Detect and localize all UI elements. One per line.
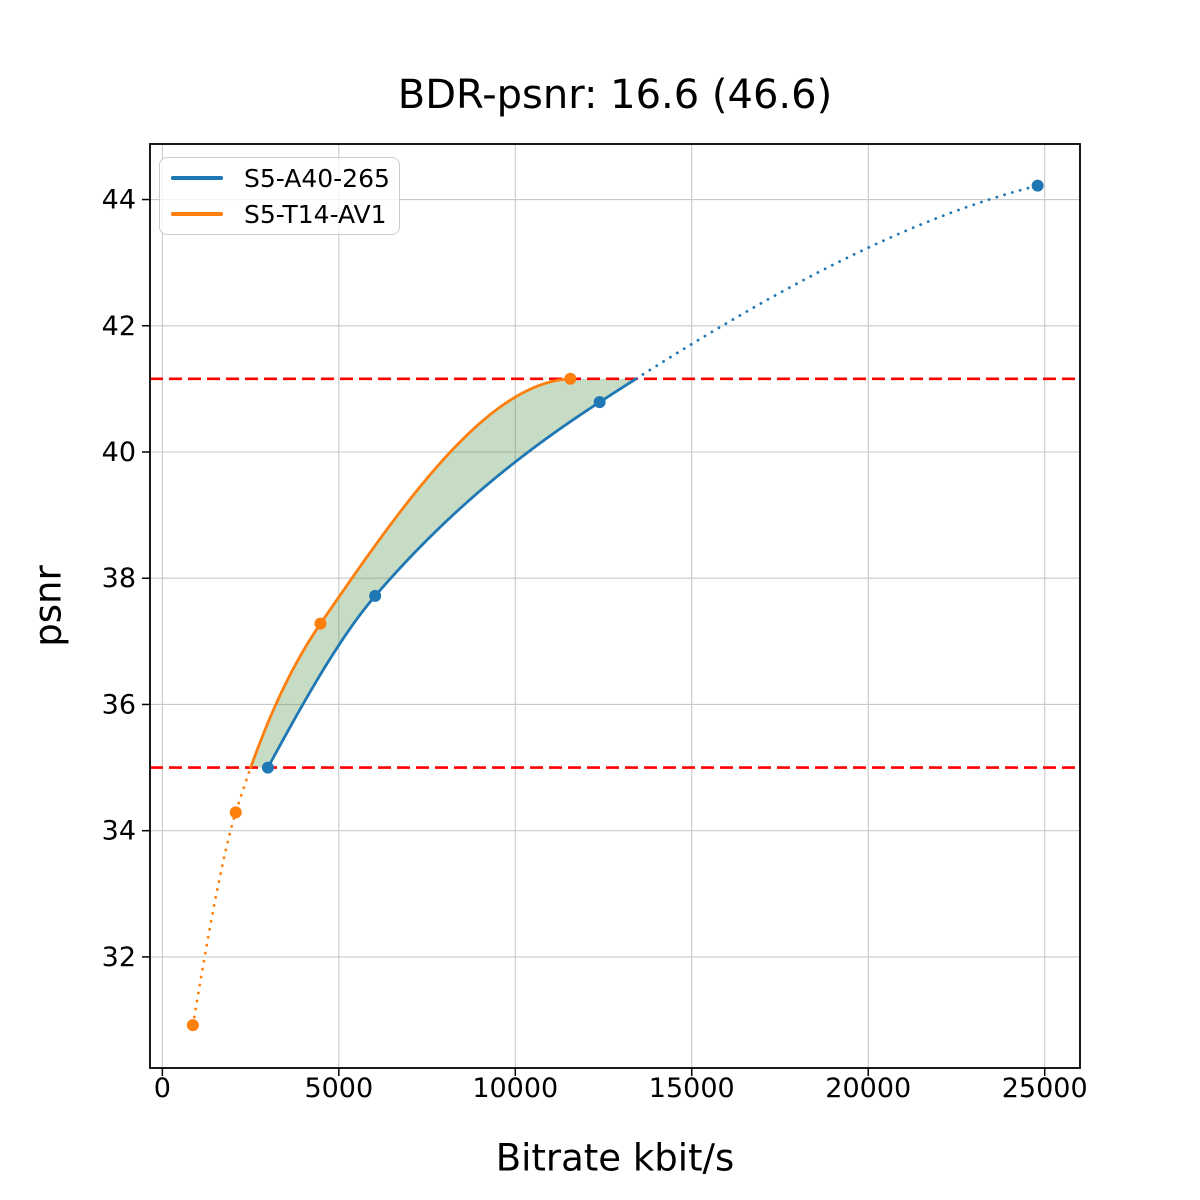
legend-label: S5-A40-265 xyxy=(244,163,390,193)
data-point-marker xyxy=(314,617,327,630)
legend-line-sample xyxy=(171,212,223,216)
plot-border xyxy=(149,143,1081,1069)
legend-label: S5-T14-AV1 xyxy=(244,199,387,229)
bd-overlap-shaded-region xyxy=(250,378,637,768)
legend-line-sample xyxy=(171,176,223,180)
y-tick-label: 36 xyxy=(102,689,136,720)
x-tick-label: 0 xyxy=(154,1073,171,1104)
series-0-curve-solid xyxy=(266,378,637,769)
x-tick-label: 25000 xyxy=(1002,1073,1088,1104)
series-1-curve-dotted xyxy=(191,767,252,1027)
series-1-curve-solid xyxy=(249,377,572,769)
x-tick-label: 10000 xyxy=(472,1073,558,1104)
y-tick-label: 32 xyxy=(102,942,136,973)
data-point-marker xyxy=(1031,179,1044,192)
x-tick-label: 5000 xyxy=(304,1073,373,1104)
y-tick-label: 38 xyxy=(102,563,136,594)
legend-entry: S5-T14-AV1 xyxy=(160,196,399,232)
axis-ticks: 0 5000 10000 15000 20000 25000 32 34 36 38 40 42 44 xyxy=(102,185,1088,1104)
legend-entry: S5-A40-265 xyxy=(160,160,399,196)
gridlines xyxy=(150,144,1080,1068)
x-tick-label: 15000 xyxy=(649,1073,735,1104)
legend: S5-A40-265 S5-T14-AV1 xyxy=(159,157,400,235)
x-tick-label: 20000 xyxy=(825,1073,911,1104)
data-point-marker xyxy=(186,1019,199,1032)
data-point-marker xyxy=(369,589,382,602)
x-axis-title: Bitrate kbit/s xyxy=(495,1136,735,1180)
data-point-marker xyxy=(564,372,577,385)
y-tick-label: 44 xyxy=(102,185,136,216)
data-point-marker xyxy=(229,806,242,819)
data-point-marker xyxy=(261,761,274,774)
y-tick-label: 34 xyxy=(102,816,136,847)
y-axis-title: psnr xyxy=(26,565,70,647)
data-point-marker xyxy=(593,396,606,409)
y-tick-label: 42 xyxy=(102,311,136,342)
y-tick-label: 40 xyxy=(102,437,136,468)
chart-title: BDR-psnr: 16.6 (46.6) xyxy=(397,72,833,118)
series-0-curve-dotted xyxy=(634,184,1040,381)
